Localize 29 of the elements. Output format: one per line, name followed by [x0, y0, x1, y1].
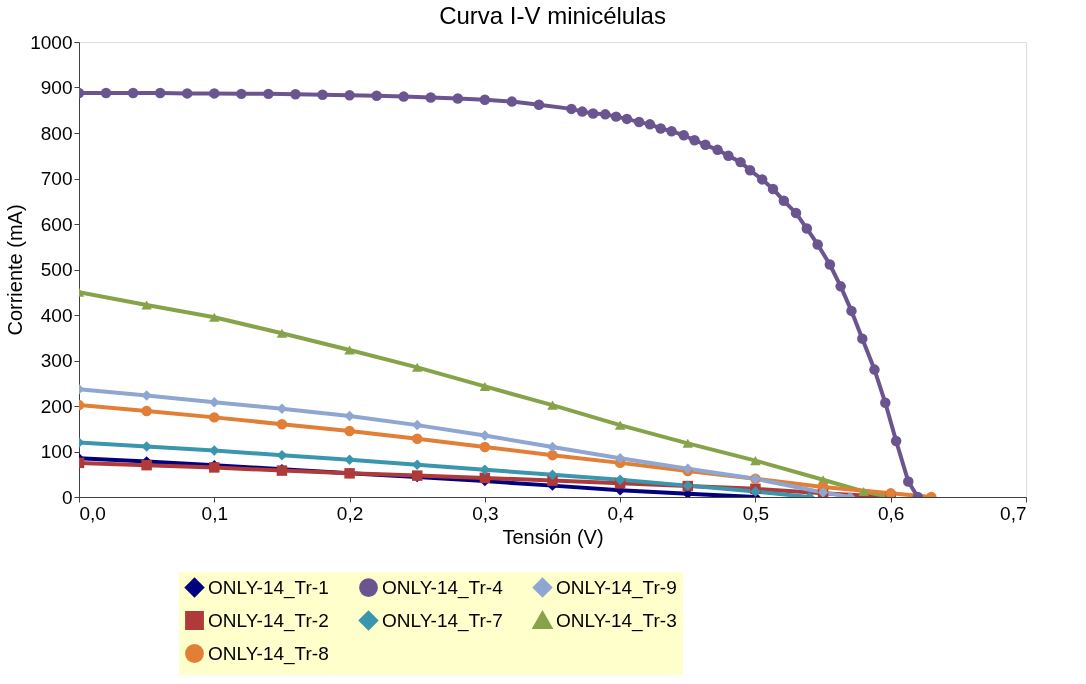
x-tick-label: 0,4 [607, 502, 635, 524]
y-tick-label: 500 [40, 259, 73, 280]
x-tick-label: 0,3 [472, 502, 499, 524]
legend-label: ONLY-14_Tr-2 [208, 609, 329, 632]
y-tick-label: 100 [40, 441, 73, 462]
y-tick-label: 800 [40, 122, 73, 144]
x-tick-label: 0,6 [878, 502, 905, 524]
chart-title: Curva I-V minicélulas [439, 2, 666, 29]
x-tick-label: 0,1 [201, 502, 228, 524]
y-tick-label: 0 [61, 486, 73, 508]
legend-label: ONLY-14_Tr-9 [556, 576, 677, 599]
y-tick-label: 300 [40, 350, 73, 371]
x-tick-label: 0,7 [1000, 502, 1027, 524]
y-axis-title: Corriente (mA) [4, 204, 27, 336]
legend-label: ONLY-14_Tr-4 [382, 576, 504, 599]
legend-label: ONLY-14_Tr-1 [208, 576, 329, 599]
legend-label: ONLY-14_Tr-7 [382, 609, 503, 632]
y-tick-label: 900 [40, 77, 73, 98]
y-tick-label: 600 [40, 213, 73, 235]
legend-label: ONLY-14_Tr-3 [556, 609, 677, 632]
x-tick-label: 0,2 [336, 502, 364, 524]
y-tick-label: 700 [40, 168, 73, 189]
y-tick-label: 400 [40, 304, 73, 326]
x-tick-label: 0,0 [79, 502, 106, 524]
y-tick-label: 200 [40, 395, 73, 417]
y-tick-label: 1000 [30, 31, 73, 53]
x-axis-title: Tensión (V) [502, 525, 604, 548]
x-tick-label: 0,5 [742, 502, 770, 524]
legend-label: ONLY-14_Tr-8 [208, 642, 329, 665]
